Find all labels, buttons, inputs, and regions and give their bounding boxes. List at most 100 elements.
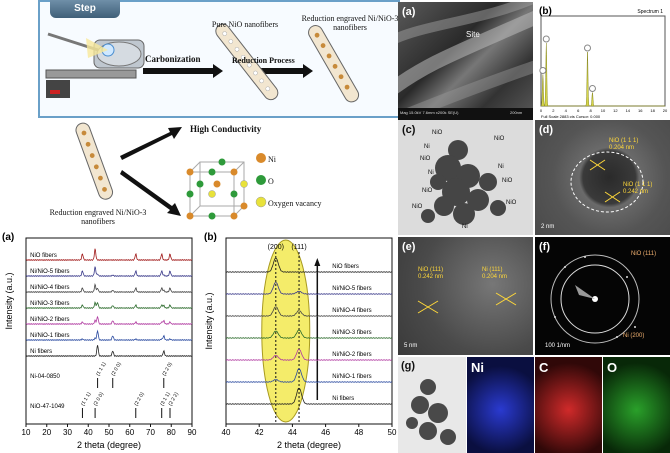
panel-label: (a) (2, 232, 14, 243)
xrd-chart-b: (b) 40 42 44 46 48 50 2 theta (degree) Intensity… (204, 232, 397, 450)
eds-map-c: C (535, 357, 602, 453)
plot-frame (225, 237, 393, 425)
eds-map-c-label: C (539, 360, 549, 375)
eds-footer: Full Scale 2883 cts Cursor: 0.000 (541, 114, 601, 119)
x-tick-label: 14 (626, 108, 631, 113)
tem-c-annot: Ni (498, 164, 504, 170)
x-axis-label: 2 theta (degree) (277, 440, 341, 450)
eds-map-ni: Ni (467, 357, 534, 453)
series-label: NiO fibers (30, 253, 57, 259)
legend-o: O (268, 177, 274, 186)
reference-label: Ni-04-0850 (30, 374, 60, 380)
hrtem-e-scale: 5 nm (404, 343, 418, 349)
conductivity-schematic (75, 122, 267, 220)
eds-peak-marker (588, 85, 596, 92)
tem-c-annot: NiO (506, 200, 517, 206)
saed-image-f: (f) NiO (111) Ni (200) 100 1/nm (535, 237, 670, 355)
x-tick-label: 48 (354, 428, 363, 437)
xrd-series-line (25, 266, 193, 277)
sem-footer: Mag 15.0kV 7.6mm x200k SE(U) (400, 110, 459, 115)
carbonization-label: Carbonization (145, 54, 201, 64)
eds-map-o: O (603, 357, 670, 453)
series-label: Ni/NiO-5 fibers (30, 269, 69, 275)
x-tick-label: 40 (84, 428, 93, 437)
saed-f-bottom-annot: Ni (200) (623, 333, 645, 339)
xrd-series-line (226, 257, 393, 273)
sem-site-label: Site (466, 30, 480, 39)
xrd-series-line (226, 306, 393, 317)
legend-ni: Ni (268, 155, 276, 164)
electrospinning-apparatus (45, 32, 145, 98)
legend-vacancy: Oxygen vacancy (268, 199, 322, 208)
sem-image: (a) Site Mag 15.0kV 7.6mm x200k SE(U) 20… (398, 2, 533, 120)
xrd-series-line (25, 315, 193, 325)
eds-map-ni-label: Ni (471, 360, 484, 375)
reference-peak-label: (1 1 1) (80, 391, 93, 407)
reference-peak-label: (2 2 0) (133, 391, 146, 407)
x-tick-label: 12 (613, 108, 618, 113)
peak-label: (111) (291, 244, 306, 251)
reference-peak-label: (2 0 0) (110, 361, 123, 377)
eds-g-panel-label: (g) (401, 360, 416, 372)
xrd-series-line (226, 368, 393, 383)
x-tick-label: 50 (105, 428, 114, 437)
series-label: Ni/NiO-4 fibers (30, 285, 69, 291)
x-tick-label: 40 (222, 428, 231, 437)
eds-background (535, 2, 670, 120)
x-tick-label: 20 (663, 108, 668, 113)
x-tick-label: 10 (601, 108, 606, 113)
series-label: Ni/NiO-2 fibers (332, 352, 371, 358)
step-tab: Step (50, 0, 120, 18)
series-label: Ni/NiO-1 fibers (332, 374, 371, 380)
saed-f-panel-label: (f) (539, 241, 550, 253)
saed-f-top-annot: NiO (111) (631, 251, 657, 257)
hrtem-d-scale: 2 nm (541, 224, 555, 230)
xrd-series-line (25, 329, 193, 341)
eds-peak-marker (584, 44, 591, 52)
trend-arrow-head (314, 258, 321, 266)
series-label: Ni/NiO-5 fibers (332, 286, 371, 292)
x-tick-label: 6 (577, 108, 580, 113)
x-tick-label: 90 (188, 428, 197, 437)
hrtem-e-left-annot: NiO (111) 0.242 nm (418, 267, 444, 280)
pure-nio-label: Pure NiO nanofibers (211, 20, 279, 29)
tem-c-annot: NiO (494, 136, 505, 142)
eds-spectrum: (b) Spectrum 1 0 2 4 6 8 10 12 14 16 18 20 Full Scale… (535, 2, 670, 120)
eds-map-base: (g) (398, 357, 466, 453)
reference-peak-label: (2 0 0) (93, 391, 106, 407)
xrd-series-line (226, 387, 393, 405)
hrtem-image-d: (d) NiO (1 1 1) 0.204 nm NiO (1 1 1) 0.2… (535, 120, 670, 235)
x-tick-label: 70 (146, 428, 155, 437)
tem-c-panel-label: (c) (402, 124, 416, 136)
tem-c-annot: NiO (422, 188, 433, 194)
reference-peak-label: (2 2 0) (161, 361, 174, 377)
x-tick-label: 50 (388, 428, 397, 437)
xrd-series-line (25, 248, 193, 261)
xrd-series-line (25, 345, 193, 357)
eds-spectrum-area (540, 42, 665, 107)
reference-label: NiO-47-1049 (30, 404, 65, 410)
reference-peak-label: (1 1 1) (95, 361, 108, 377)
schematic-drawing (45, 23, 360, 103)
eds-map-o-label: O (607, 360, 618, 375)
x-tick-label: 18 (650, 108, 655, 113)
tem-c-annot: Ni (462, 224, 468, 230)
panel-label: (b) (539, 6, 552, 17)
eds-peak-marker (539, 67, 547, 74)
x-tick-label: 16 (638, 108, 643, 113)
xrd-series-line (226, 282, 393, 295)
hrtem-d-top-annot: NiO (1 1 1) 0.204 nm (609, 138, 639, 151)
hrtem-d-bottom-annot: NiO (1 1 1) 0.242 nm (623, 182, 653, 195)
hrtem-e-panel-label: (e) (402, 241, 416, 253)
tem-c-annot: NiO (420, 156, 431, 162)
x-tick-label: 60 (125, 428, 134, 437)
tem-c-annot: NiO (412, 204, 423, 210)
high-conductivity-label: High Conductivity (190, 124, 262, 134)
tem-c-annotations: NiO Ni NiO Ni NiO NiO Ni NiO Ni NiO NiO (402, 120, 532, 235)
x-tick-label: 2 (552, 108, 555, 113)
sem-panel-label: (a) (402, 6, 416, 18)
eds-peak-marker (542, 35, 550, 43)
xrd-series-line (226, 349, 393, 361)
tem-c-annot: NiO (502, 178, 513, 184)
xrd-series-line (226, 329, 393, 339)
